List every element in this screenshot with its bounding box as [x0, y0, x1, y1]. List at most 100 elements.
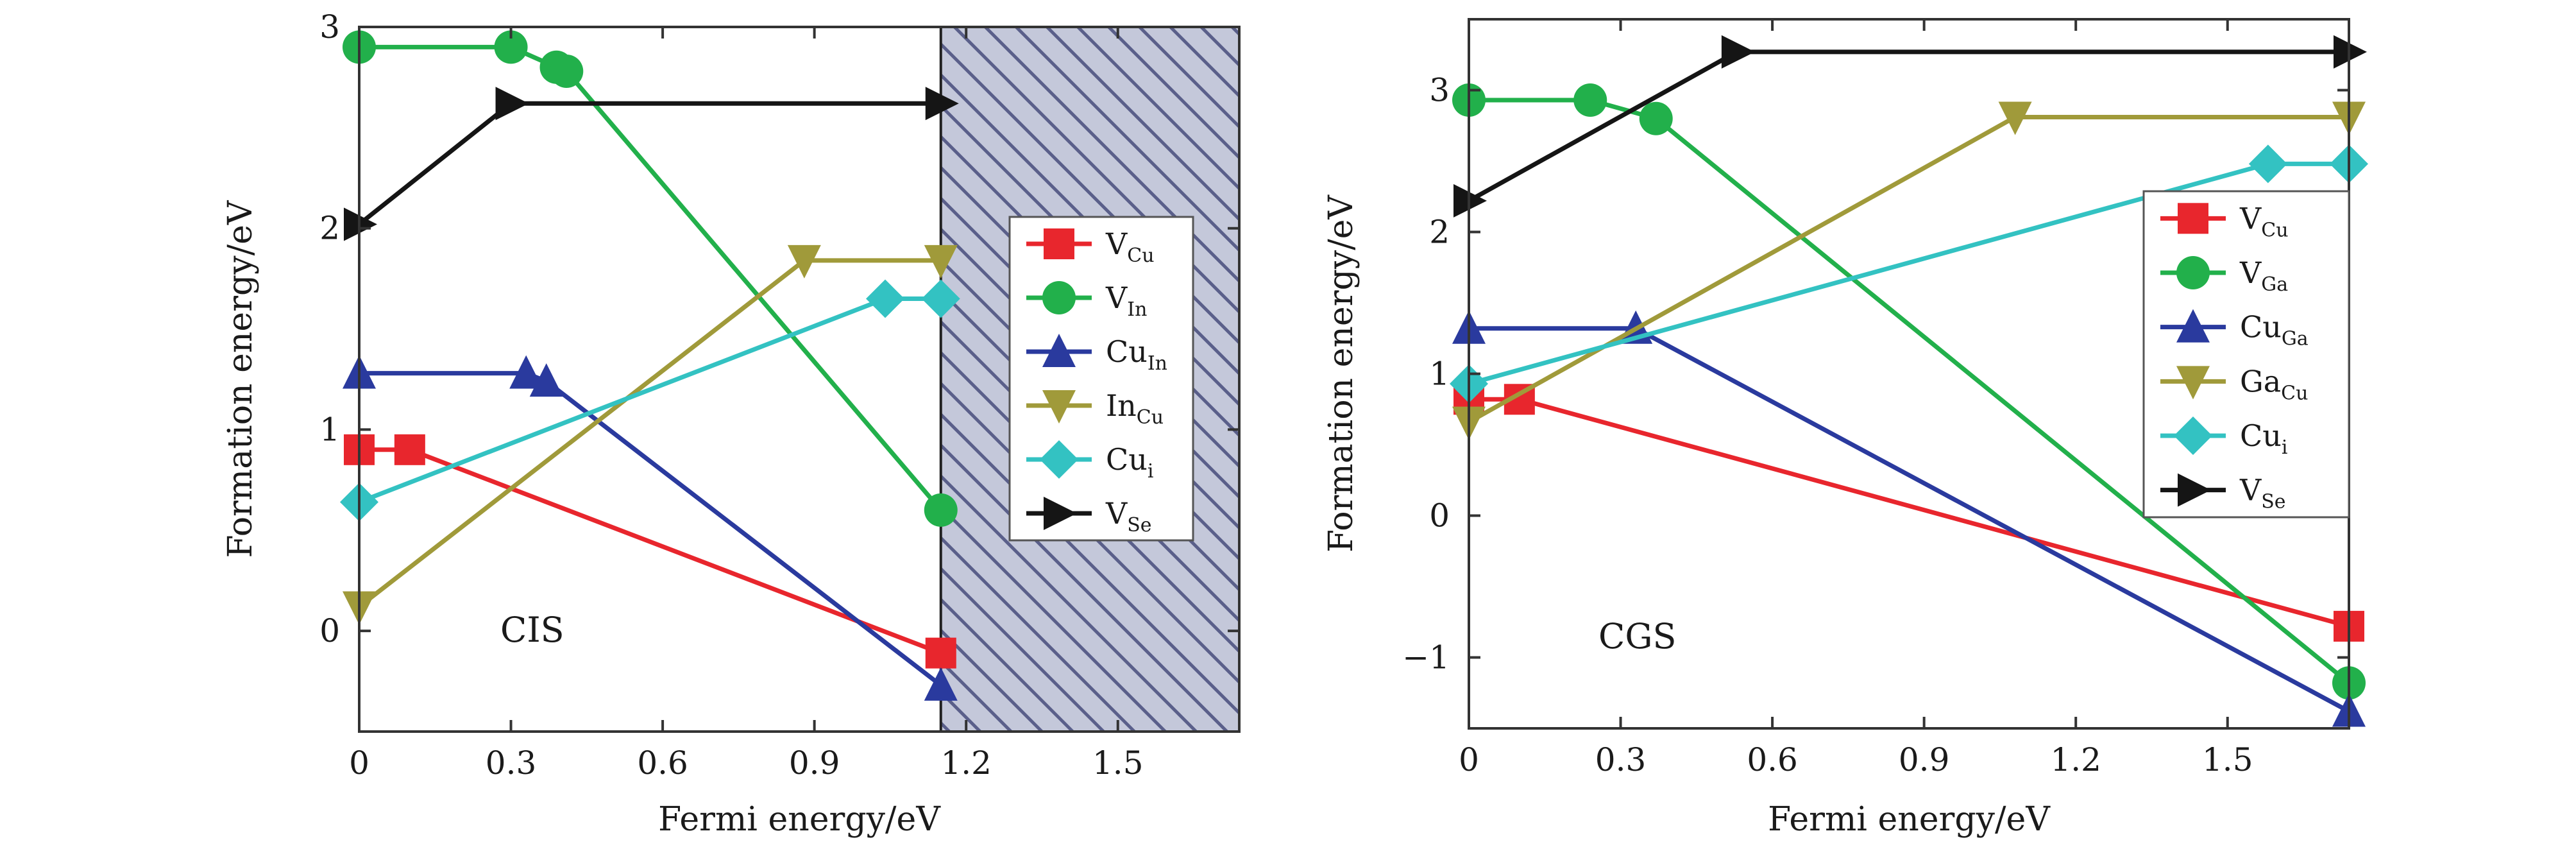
data-point-cu-in-3 [924, 667, 958, 701]
legend-entry-subscript: Se [1127, 514, 1151, 536]
y-tick-label: 1 [319, 411, 340, 448]
data-point-in-cu-2 [924, 244, 958, 279]
legend-entry-name: V [2239, 473, 2262, 508]
y-tick-label: 3 [1429, 72, 1450, 109]
data-point-v-se-1 [1721, 35, 1755, 69]
legend-entry: VCu [2239, 201, 2289, 241]
legend-entry: VIn [1105, 280, 1147, 321]
y-tick-label: −1 [1402, 639, 1450, 676]
series-line-cu-i [358, 296, 941, 504]
x-axis-label: Fermi energy/eV [1768, 800, 2051, 839]
chart-panel-cis: 0 0.3 0.6 0.9 1.2 1.5 0 1 2 3 Fermi energy/eV Forma… [221, 8, 1241, 839]
legend-entry-name: Cu [1106, 334, 1148, 369]
legend-entry: InCu [1106, 388, 1164, 429]
data-point-v-ga-1 [1573, 83, 1607, 117]
y-axis-label: Formation energy/eV [1322, 194, 1360, 553]
legend-entry-subscript: Ga [2282, 328, 2309, 350]
data-point-v-cu-2 [925, 637, 956, 669]
legend-swatch-marker [1042, 281, 1076, 314]
legend-swatch-marker [2178, 203, 2208, 234]
legend-swatch-marker [1044, 497, 1077, 530]
x-tick-label: 0.9 [1899, 741, 1950, 778]
y-axis-label: Formation energy/eV [221, 200, 260, 558]
legend-entry: VSe [2239, 473, 2286, 513]
y-tick-label: 3 [319, 8, 340, 46]
data-point-v-in-4 [924, 493, 958, 527]
legend-entry-name: Cu [2240, 418, 2282, 453]
data-point-ga-cu-1 [1998, 101, 2032, 135]
data-point-cu-in-1 [509, 355, 543, 389]
x-tick-label: 0.3 [1595, 741, 1647, 778]
legend-entry: VGa [2239, 255, 2288, 296]
series-line-v-ga [1469, 98, 2351, 685]
material-annotation: CGS [1598, 616, 1676, 656]
legend-entry-name: V [1105, 280, 1128, 315]
data-point-v-se-1 [495, 87, 529, 121]
legend-swatch-marker [2174, 416, 2212, 455]
legend-entry: CuIn [1106, 334, 1167, 375]
legend-entry-subscript: Cu [1127, 244, 1154, 267]
legend-swatch-marker [1042, 390, 1076, 424]
chart-panel-cgs: 0 0.3 0.6 0.9 1.2 1.5 −1 0 1 2 3 Fermi energy/eV For… [1322, 18, 2368, 839]
legend-entry: VCu [1105, 227, 1155, 267]
legend-entry: Cui [1106, 442, 1153, 483]
y-tick-label: 1 [1429, 356, 1450, 393]
legend-entry: CuGa [2240, 310, 2309, 350]
series-line-v-cu [359, 447, 942, 655]
data-point-in-cu-1 [787, 244, 821, 279]
data-point-v-se-2 [925, 87, 959, 121]
x-tick-label: 1.5 [1092, 744, 1144, 782]
data-point-cu-i-2 [921, 279, 960, 318]
legend-entry: VSe [1105, 496, 1152, 536]
x-tick-label: 0 [349, 744, 369, 782]
data-point-v-in-3 [550, 55, 584, 89]
plot-frame [358, 26, 1241, 733]
legend-swatch-marker [1044, 228, 1074, 259]
legend-swatch-marker [1042, 334, 1076, 367]
legend-entry-subscript: Cu [2281, 382, 2308, 404]
series-line-cu-in [359, 371, 942, 687]
y-tick-label: 2 [319, 210, 340, 247]
legend-entry-name: V [1105, 496, 1128, 531]
legend-entry-subscript: Cu [2261, 219, 2288, 241]
y-tick-label: 2 [1429, 214, 1450, 251]
legend-swatch-marker [2176, 309, 2210, 343]
data-point-v-ga-2 [1639, 101, 1673, 135]
series-line-v-in [359, 44, 943, 512]
legend-entry: GaCu [2240, 364, 2308, 404]
x-tick-label: 0.6 [637, 744, 688, 782]
legend-entry-name: V [1105, 227, 1128, 261]
data-point-cu-i-1 [2248, 144, 2287, 184]
legend-entry-name: In [1106, 388, 1137, 423]
legend-swatch-marker [2176, 366, 2210, 400]
legend-entry-subscript: In [1148, 352, 1167, 375]
legend-entry-name: Cu [2240, 310, 2282, 345]
legend-entry-name: Ga [2240, 364, 2281, 399]
legend-entry-subscript: Se [2261, 491, 2285, 513]
data-point-v-cu-1 [394, 434, 425, 465]
legend-entry-subscript: i [1148, 460, 1154, 483]
legend-swatch-marker [2176, 256, 2210, 289]
legend-box [2142, 190, 2350, 519]
material-annotation: CIS [500, 610, 564, 650]
legend-entry-subscript: In [1127, 298, 1147, 321]
y-tick-label: 0 [319, 612, 340, 649]
legend-entry-subscript: Cu [1137, 406, 1164, 429]
series-line-v-se [357, 101, 941, 227]
legend-entry-subscript: i [2282, 436, 2288, 459]
legend-swatch-marker [1040, 440, 1078, 479]
x-tick-label: 1.5 [2202, 741, 2253, 778]
x-tick-label: 0.6 [1747, 741, 1798, 778]
x-tick-label: 0.9 [789, 744, 840, 782]
x-tick-label: 0 [1459, 741, 1479, 778]
legend-box [1008, 216, 1194, 542]
legend-entry-name: V [2239, 255, 2262, 290]
x-axis-label: Fermi energy/eV [658, 800, 941, 839]
legend-entry: Cui [2240, 418, 2287, 459]
legend-entry-subscript: Ga [2261, 273, 2288, 296]
data-point-cu-in-2 [529, 363, 563, 397]
y-tick-label: 0 [1429, 497, 1450, 535]
data-point-v-in-1 [494, 30, 528, 64]
